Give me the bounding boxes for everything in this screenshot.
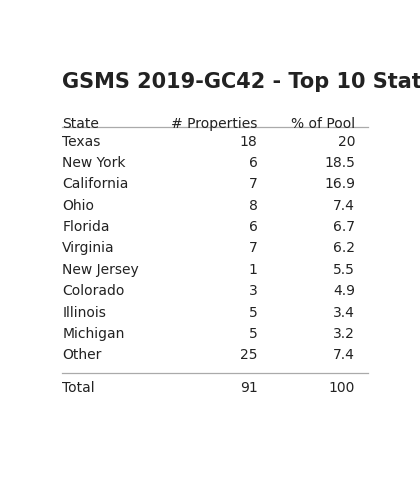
Text: 4.9: 4.9 bbox=[333, 284, 355, 298]
Text: Virginia: Virginia bbox=[62, 242, 115, 256]
Text: New York: New York bbox=[62, 156, 126, 170]
Text: 25: 25 bbox=[240, 348, 257, 362]
Text: 91: 91 bbox=[240, 381, 257, 395]
Text: GSMS 2019-GC42 - Top 10 States: GSMS 2019-GC42 - Top 10 States bbox=[62, 72, 420, 92]
Text: 16.9: 16.9 bbox=[324, 177, 355, 191]
Text: 100: 100 bbox=[329, 381, 355, 395]
Text: Texas: Texas bbox=[62, 134, 101, 149]
Text: Ohio: Ohio bbox=[62, 199, 94, 213]
Text: 18: 18 bbox=[240, 134, 257, 149]
Text: New Jersey: New Jersey bbox=[62, 263, 139, 277]
Text: 7.4: 7.4 bbox=[333, 199, 355, 213]
Text: 18.5: 18.5 bbox=[324, 156, 355, 170]
Text: 6: 6 bbox=[249, 220, 257, 234]
Text: 6.7: 6.7 bbox=[333, 220, 355, 234]
Text: 3.4: 3.4 bbox=[333, 305, 355, 319]
Text: 7: 7 bbox=[249, 242, 257, 256]
Text: 5: 5 bbox=[249, 327, 257, 341]
Text: 7.4: 7.4 bbox=[333, 348, 355, 362]
Text: % of Pool: % of Pool bbox=[291, 116, 355, 131]
Text: California: California bbox=[62, 177, 129, 191]
Text: 3.2: 3.2 bbox=[333, 327, 355, 341]
Text: 7: 7 bbox=[249, 177, 257, 191]
Text: 5: 5 bbox=[249, 305, 257, 319]
Text: 6.2: 6.2 bbox=[333, 242, 355, 256]
Text: Colorado: Colorado bbox=[62, 284, 125, 298]
Text: Total: Total bbox=[62, 381, 95, 395]
Text: 5.5: 5.5 bbox=[333, 263, 355, 277]
Text: 20: 20 bbox=[338, 134, 355, 149]
Text: Michigan: Michigan bbox=[62, 327, 125, 341]
Text: 8: 8 bbox=[249, 199, 257, 213]
Text: # Properties: # Properties bbox=[171, 116, 257, 131]
Text: Florida: Florida bbox=[62, 220, 110, 234]
Text: Illinois: Illinois bbox=[62, 305, 106, 319]
Text: 3: 3 bbox=[249, 284, 257, 298]
Text: 6: 6 bbox=[249, 156, 257, 170]
Text: Other: Other bbox=[62, 348, 102, 362]
Text: State: State bbox=[62, 116, 99, 131]
Text: 1: 1 bbox=[249, 263, 257, 277]
